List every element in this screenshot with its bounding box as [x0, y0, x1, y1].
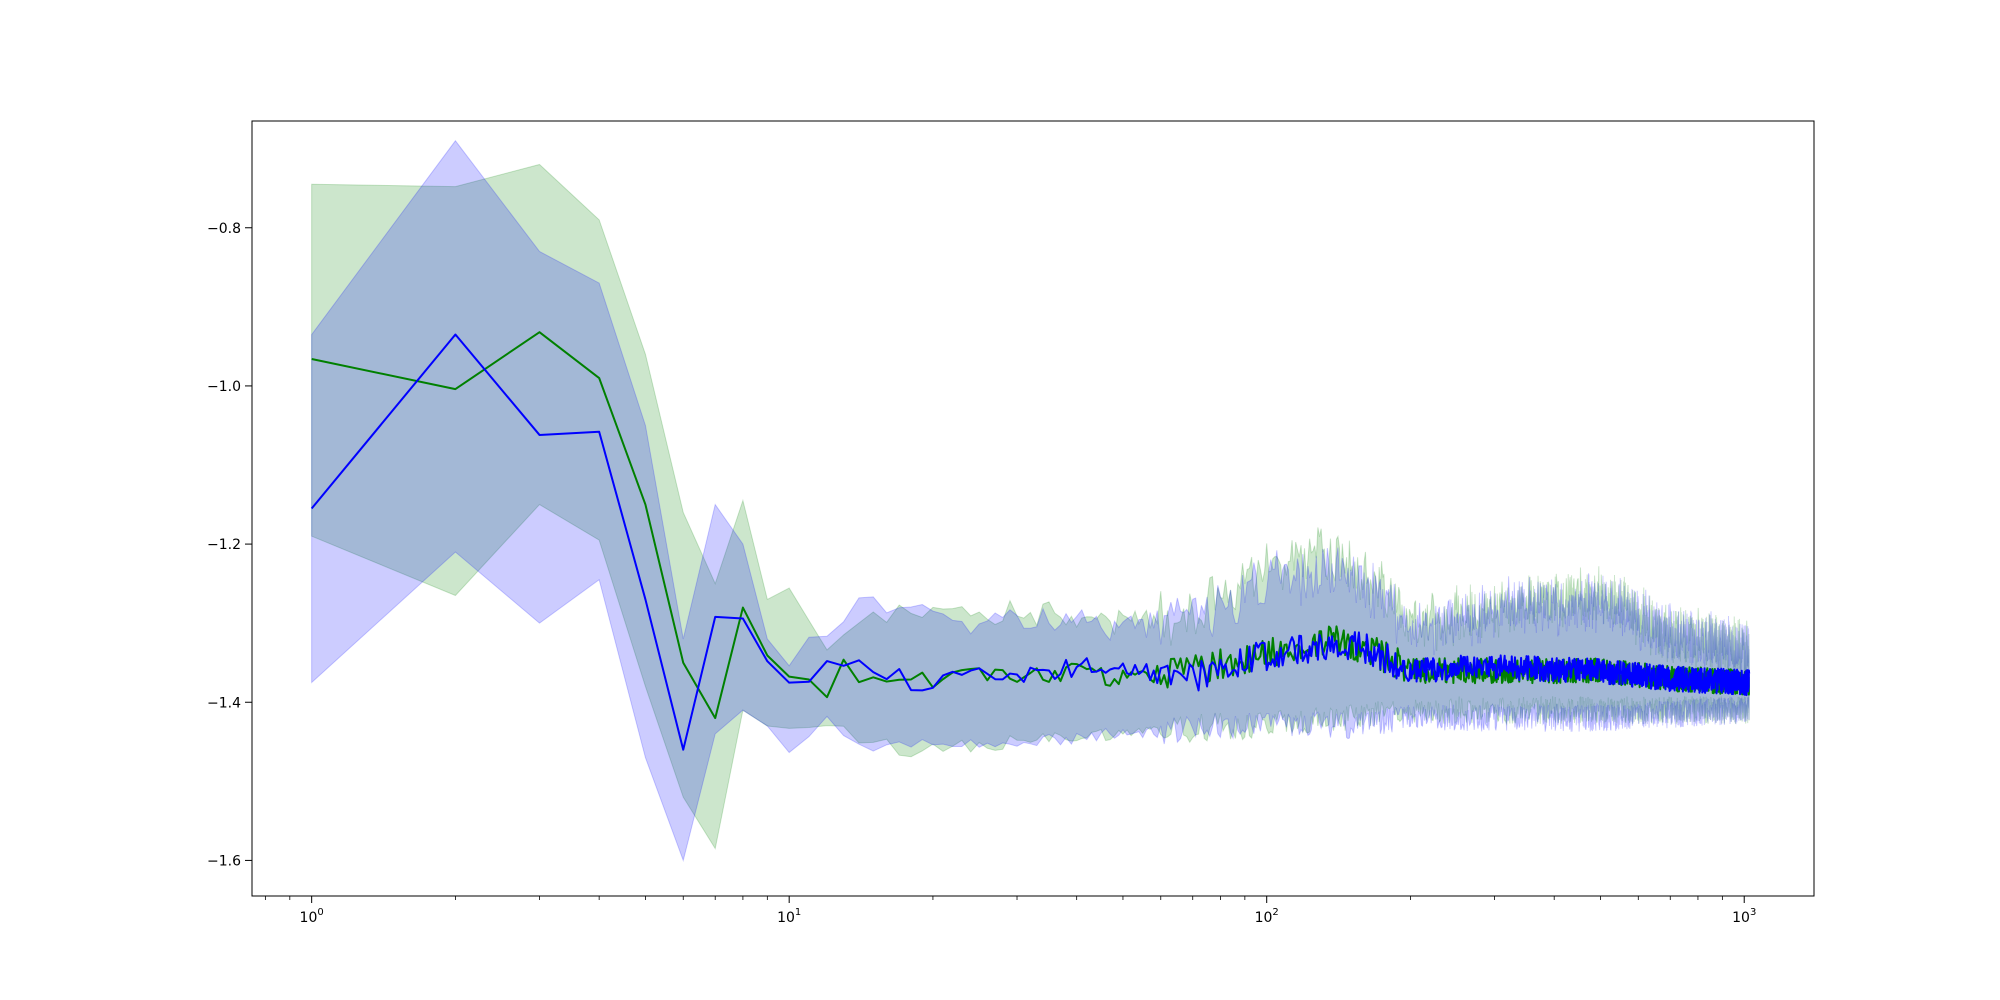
y-tick-label: −1.6	[207, 853, 241, 869]
y-axis: −0.8 −1.0 −1.2 −1.4 −1.6	[207, 221, 252, 869]
band-series-1	[311, 163, 1750, 850]
plot-frame	[251, 120, 1815, 897]
y-tick-label: −1.4	[207, 695, 241, 711]
confidence-bands	[311, 139, 1750, 863]
series-lines	[310, 331, 1751, 751]
line-series-2	[310, 333, 1751, 751]
y-tick-label: −1.0	[207, 379, 241, 395]
x-tick-label: 102	[1255, 907, 1279, 926]
x-tick-label: 101	[777, 907, 801, 926]
x-tick-label: 103	[1732, 907, 1756, 926]
x-axis: 100 101 102 103	[264, 896, 1756, 926]
y-tick-label: −0.8	[207, 221, 241, 237]
x-tick-label: 100	[300, 907, 324, 926]
band-series-2	[311, 139, 1750, 863]
y-tick-label: −1.2	[207, 537, 241, 553]
